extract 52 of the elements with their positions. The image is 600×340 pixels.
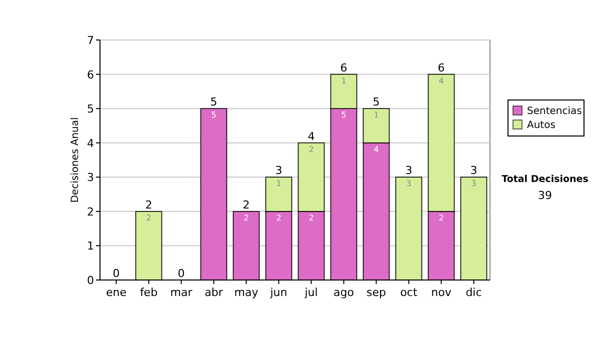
y-tick-label: 2 [87,205,94,218]
x-tick-label: ene [106,286,127,299]
data-label: 3 [471,179,476,188]
x-tick-label: ago [334,286,354,299]
text: Total Decisiones [502,174,589,185]
x-tick-label: sep [366,286,386,299]
total-label: 5 [210,96,218,109]
total-label: 0 [178,267,185,280]
y-tick-label: 4 [87,136,94,150]
total-label: 3 [405,164,412,178]
total-label: 0 [112,267,120,280]
total-label: 3 [470,164,478,178]
x-tick-label: nov [431,286,452,299]
total-label: 2 [242,198,250,212]
data-label: 1 [276,179,282,188]
x-tick-label: feb [140,286,158,299]
x-tick-label: jun [269,286,288,299]
y-tick-label: 1 [87,240,94,253]
legend-label: Sentencias [527,106,582,117]
x-tick-label: jul [304,286,318,299]
data-label: 2 [146,213,152,222]
data-label: 2 [438,213,444,222]
data-label: 2 [244,213,249,222]
data-label: 1 [374,110,379,120]
x-tick-label: oct [400,286,418,299]
legend-label: Autos [527,120,556,131]
data-label: 3 [406,179,412,188]
y-tick-label: 0 [87,274,94,287]
x-tick-label: dic [466,286,482,299]
data-label: 2 [276,213,282,222]
x-tick-label: abr [204,286,224,299]
y-axis-title: Decisiones Anual [70,117,81,203]
data-label: 2 [308,213,314,222]
y-tick-label: 5 [87,102,94,116]
x-tick-label: may [234,286,259,299]
data-label: 5 [341,110,346,120]
y-tick-label: 3 [87,171,94,184]
y-tick-label: 7 [87,34,94,47]
data-label: 5 [211,110,216,120]
data-label: 4 [374,144,379,154]
total-label: 4 [308,130,315,143]
data-label: 1 [341,76,346,86]
data-label: 2 [308,144,314,154]
total-label: 3 [275,164,282,178]
total-label: 6 [438,61,445,74]
x-tick-label: mar [170,286,193,299]
text: 39 [538,189,552,202]
total-label: 6 [340,61,348,74]
total-label: 2 [145,198,152,212]
data-label: 4 [438,76,444,86]
y-tick-label: 6 [87,68,94,82]
total-label: 5 [372,96,380,109]
